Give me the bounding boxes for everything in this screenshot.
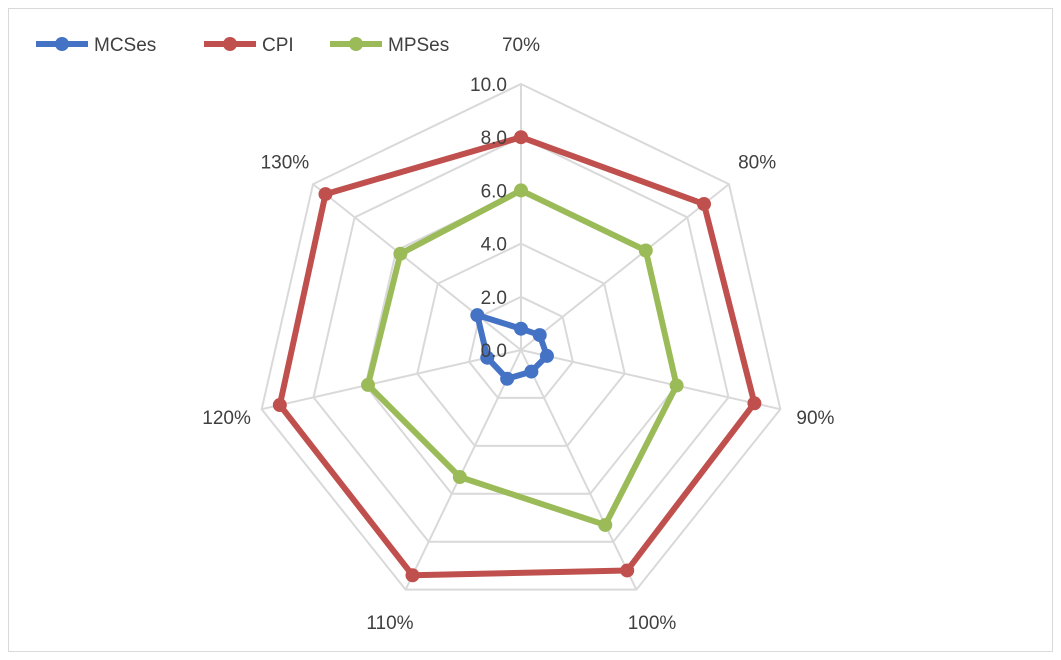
legend: MCSes CPI MPSes: [36, 35, 449, 56]
data-point-CPI-70%: [514, 130, 528, 145]
data-point-MCSes-90%: [539, 348, 554, 363]
grid-spoke-1: [520, 183, 730, 351]
series-layer: [272, 130, 762, 583]
category-label: 100%: [628, 613, 677, 634]
legend-label: CPI: [262, 35, 294, 56]
grid-spoke-4: [404, 349, 522, 591]
data-point-MCSes-110%: [500, 371, 515, 386]
data-point-MPSes-100%: [598, 517, 613, 532]
legend-swatch-marker: [55, 37, 69, 51]
data-point-CPI-90%: [747, 396, 762, 411]
legend-swatch-marker: [223, 37, 237, 51]
category-label: 120%: [202, 408, 251, 429]
grid-ring-5: [260, 82, 782, 591]
grid-spoke-5: [261, 349, 522, 411]
data-point-MCSes-120%: [480, 350, 495, 365]
data-point-MPSes-80%: [638, 243, 653, 258]
category-labels: 70% 80% 90% 100% 110% 120% 130%: [202, 35, 834, 634]
radial-tick-label: 10.0: [470, 75, 507, 96]
category-label: 110%: [366, 613, 413, 634]
data-point-MCSes-130%: [470, 308, 485, 323]
category-label: 80%: [738, 153, 776, 174]
grid-spoke-3: [520, 349, 638, 591]
data-point-MPSes-120%: [360, 377, 375, 392]
grid-spoke-2: [520, 349, 781, 411]
category-label: 70%: [502, 35, 540, 56]
series-MCSes: [470, 308, 554, 386]
legend-item-CPI: CPI: [204, 35, 294, 56]
radial-tick-label: 2.0: [481, 288, 507, 309]
data-point-MCSes-80%: [532, 328, 547, 343]
data-point-MPSes-70%: [514, 183, 528, 198]
radial-tick-label: 4.0: [481, 235, 507, 256]
legend-item-MPSes: MPSes: [330, 35, 449, 56]
series-CPI: [272, 130, 762, 583]
grid-ring-4: [312, 136, 730, 543]
data-point-CPI-110%: [405, 568, 420, 583]
series-line-CPI: [276, 134, 758, 579]
data-point-CPI-80%: [697, 197, 712, 212]
legend-label: MPSes: [388, 35, 449, 56]
data-point-MCSes-100%: [524, 364, 539, 379]
data-point-MCSes-70%: [514, 321, 528, 336]
radial-tick-label: 8.0: [481, 128, 507, 149]
radial-tick-label: 6.0: [481, 181, 507, 202]
data-point-MPSes-90%: [669, 378, 684, 393]
legend-label: MCSes: [94, 35, 156, 56]
grid-layer: [260, 82, 782, 591]
data-point-CPI-100%: [620, 563, 635, 578]
data-point-MPSes-110%: [452, 470, 467, 485]
radial-tick-labels: 0.0 2.0 4.0 6.0 8.0 10.0: [470, 75, 507, 362]
category-label: 130%: [261, 153, 310, 174]
radial-tick-label: 0.0: [481, 341, 507, 362]
legend-swatch-marker: [349, 37, 363, 51]
category-label: 90%: [796, 408, 834, 429]
data-point-CPI-130%: [318, 187, 333, 202]
data-point-MPSes-130%: [393, 246, 408, 261]
legend-item-MCSes: MCSes: [36, 35, 156, 56]
series-line-MPSes: [364, 187, 680, 528]
data-point-CPI-120%: [272, 398, 287, 413]
grid-spoke-6: [312, 183, 522, 351]
series-MPSes: [360, 183, 684, 532]
grid-ring-2: [416, 242, 626, 447]
